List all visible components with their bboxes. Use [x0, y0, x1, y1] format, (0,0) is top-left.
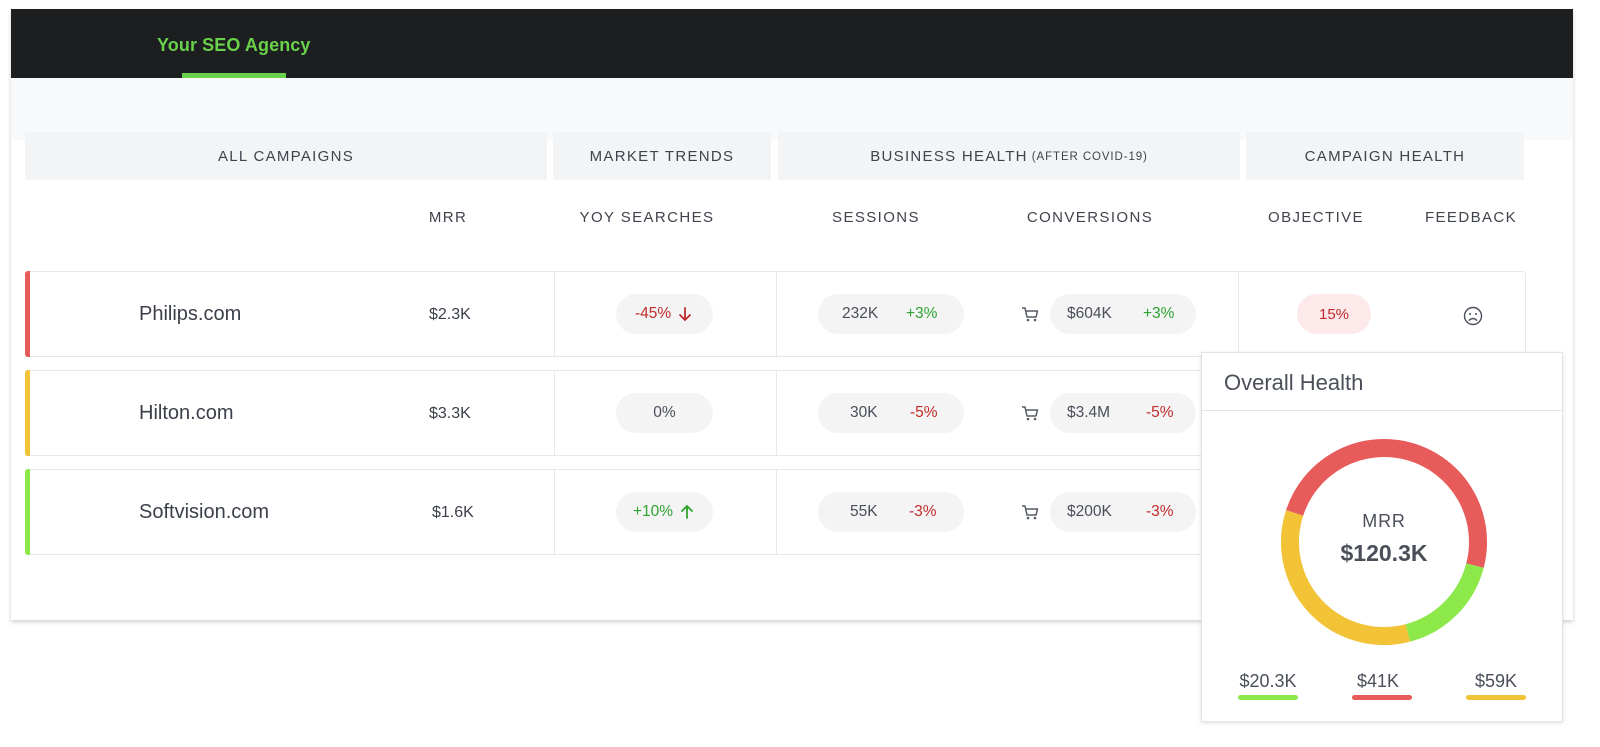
- frown-face-icon[interactable]: [1462, 305, 1484, 327]
- column-header-feedback[interactable]: FEEDBACK: [1424, 209, 1518, 226]
- column-divider: [1238, 272, 1239, 356]
- cart-icon: [1022, 505, 1039, 520]
- legend-value-yellow: $59K: [1474, 671, 1518, 691]
- conversions-pill: $3.4M -5%: [1050, 393, 1196, 433]
- dashboard-window: Your SEO Agency ALL CAMPAIGNS MARKET TRE…: [11, 9, 1573, 620]
- status-stripe: [25, 271, 30, 357]
- group-header-all-campaigns-label: ALL CAMPAIGNS: [217, 147, 355, 165]
- mrr-value: $3.3K: [429, 405, 471, 422]
- column-header-sessions[interactable]: SESSIONS: [832, 209, 920, 226]
- conversions-pill: $604K +3%: [1050, 294, 1196, 334]
- column-header-objective[interactable]: OBJECTIVE: [1268, 209, 1364, 226]
- group-header-business-health-label: BUSINESS HEALTH: [870, 147, 1028, 165]
- card-title: Overall Health: [1224, 370, 1364, 395]
- donut-segment-$59K: [1286, 439, 1487, 568]
- donut-center-value: $120.3K: [1340, 540, 1428, 566]
- conversions-value: $604K: [1067, 305, 1112, 322]
- yoy-searches-value: +10%: [633, 503, 674, 520]
- donut-segments: [1281, 439, 1487, 645]
- group-header-campaign-health: CAMPAIGN HEALTH: [1246, 132, 1524, 180]
- arrow-down-icon: [679, 307, 692, 322]
- column-header-mrr[interactable]: MRR: [428, 209, 468, 226]
- column-divider: [554, 470, 555, 554]
- overall-health-card: Overall Health MRR $120.3K $20.3K $41K $…: [1201, 352, 1563, 722]
- cart-icon: [1022, 406, 1039, 421]
- sessions-change: +3%: [906, 305, 938, 322]
- sessions-change: -3%: [909, 503, 937, 520]
- column-header-conversions[interactable]: CONVERSIONS: [1026, 209, 1154, 226]
- conversions-change: -3%: [1146, 503, 1174, 520]
- legend-value-red: $41K: [1356, 671, 1400, 691]
- objective-badge: 15%: [1297, 294, 1371, 334]
- sessions-value: 55K: [850, 503, 878, 520]
- yoy-searches-value: -45%: [635, 305, 672, 322]
- status-stripe: [25, 469, 30, 555]
- conversions-change: -5%: [1146, 404, 1174, 421]
- group-header-business-health-note: (AFTER COVID-19): [1031, 151, 1148, 163]
- agency-tab[interactable]: Your SEO Agency: [157, 35, 311, 55]
- yoy-searches-pill: 0%: [616, 393, 713, 433]
- column-divider: [776, 371, 777, 455]
- sessions-value: 232K: [842, 305, 879, 322]
- column-header-yoy-searches[interactable]: YOY SEARCHES: [579, 209, 715, 226]
- yoy-searches-pill: -45%: [616, 294, 713, 334]
- group-header-campaign-health-label: CAMPAIGN HEALTH: [1304, 147, 1466, 165]
- card-divider: [1202, 410, 1562, 411]
- cart-icon: [1022, 307, 1039, 322]
- mrr-value: $2.3K: [429, 306, 471, 323]
- legend-bar-green: [1238, 695, 1298, 700]
- mrr-donut-chart: [1281, 439, 1487, 645]
- toolbar-area: [11, 78, 1573, 140]
- conversions-value: $3.4M: [1067, 404, 1111, 421]
- group-header-business-health: BUSINESS HEALTH (AFTER COVID-19): [778, 132, 1240, 180]
- conversions-pill: $200K -3%: [1050, 492, 1196, 532]
- sessions-pill: 232K +3%: [818, 294, 964, 334]
- column-divider: [776, 470, 777, 554]
- legend-bar-yellow: [1466, 695, 1526, 700]
- top-navigation-bar: Your SEO Agency: [11, 9, 1573, 78]
- column-divider: [554, 272, 555, 356]
- sessions-value: 30K: [850, 404, 878, 421]
- sessions-change: -5%: [910, 404, 938, 421]
- donut-segment-$20.3K: [1405, 563, 1484, 642]
- column-divider: [776, 272, 777, 356]
- group-header-all-campaigns: ALL CAMPAIGNS: [25, 132, 547, 180]
- campaign-name[interactable]: Philips.com: [139, 303, 242, 325]
- yoy-searches-pill: +10%: [616, 492, 713, 532]
- campaign-name[interactable]: Hilton.com: [139, 402, 234, 424]
- campaign-name[interactable]: Softvision.com: [139, 501, 270, 523]
- sessions-pill: 30K -5%: [818, 393, 964, 433]
- active-tab-indicator: [182, 73, 286, 78]
- legend-bar-red: [1352, 695, 1412, 700]
- conversions-value: $200K: [1067, 503, 1112, 520]
- donut-center-label: MRR: [1362, 511, 1406, 531]
- legend-value-green: $20.3K: [1239, 671, 1297, 691]
- arrow-up-icon: [681, 504, 693, 519]
- yoy-searches-value: 0%: [653, 404, 676, 421]
- conversions-change: +3%: [1143, 305, 1175, 322]
- donut-segment-$41K: [1281, 510, 1411, 645]
- sessions-pill: 55K -3%: [818, 492, 964, 532]
- table-row[interactable]: Philips.com $2.3K -45% 232K +3% $604K +3…: [25, 271, 1526, 357]
- status-stripe: [25, 370, 30, 456]
- column-divider: [554, 371, 555, 455]
- mrr-value: $1.6K: [432, 504, 474, 521]
- group-header-market-trends-label: MARKET TRENDS: [589, 147, 735, 165]
- group-header-market-trends: MARKET TRENDS: [553, 132, 771, 180]
